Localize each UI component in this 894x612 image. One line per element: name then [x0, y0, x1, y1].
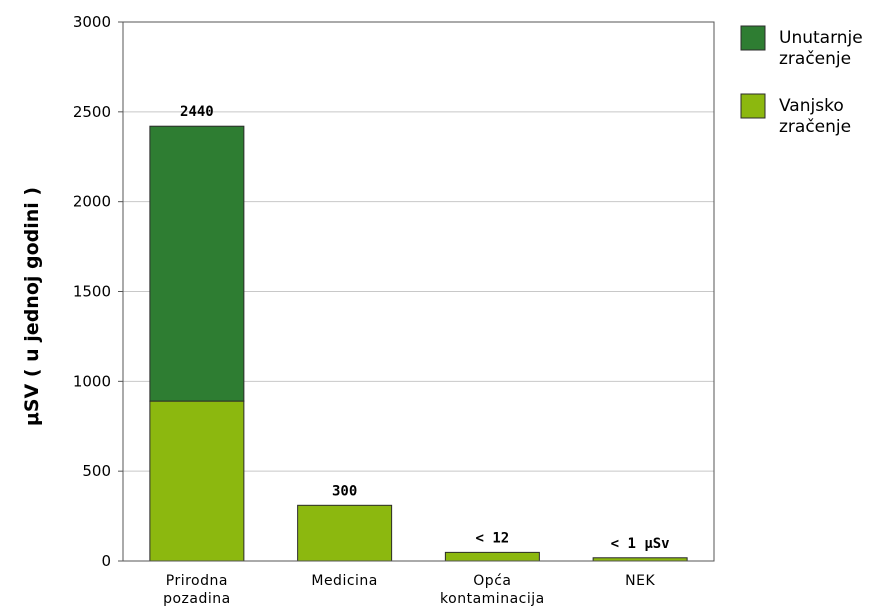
data-label: 2440 — [180, 104, 214, 120]
y-axis-label: μSV ( u jednoj godini ) — [21, 187, 43, 426]
x-tick-label: Medicina — [311, 573, 378, 589]
y-tick-label: 1500 — [73, 283, 111, 301]
legend-label: Vanjsko zračenje — [779, 96, 851, 137]
x-tick-label: NEK — [625, 573, 655, 589]
bar-segment — [444, 551, 540, 562]
legend-label: Unutarnje zračenje — [779, 28, 863, 69]
legend: Unutarnje zračenje Vanjsko zračenje — [740, 25, 863, 137]
x-tick-label: Prirodna pozadina — [163, 573, 231, 607]
legend-swatch — [740, 25, 766, 51]
data-label: 300 — [332, 483, 357, 499]
data-label: < 1 μSv — [611, 536, 670, 552]
y-tick-label: 0 — [101, 552, 111, 570]
y-tick-label: 2500 — [73, 103, 111, 121]
bars — [149, 125, 688, 562]
y-tick-label: 1000 — [73, 372, 111, 390]
legend-swatch — [740, 93, 766, 119]
x-axis-ticks: Prirodna pozadina Medicina Opća kontaminacij… — [163, 573, 655, 607]
y-axis-ticks: 0 500 1000 1500 2000 2500 3000 — [73, 13, 123, 570]
y-tick-label: 2000 — [73, 193, 111, 211]
data-label: < 12 — [476, 530, 510, 546]
bar-segment — [149, 125, 245, 402]
data-labels: 2440 300 < 12 < 1 μSv — [180, 104, 670, 552]
bar-segment — [297, 504, 393, 562]
bar-segment — [149, 400, 245, 562]
y-tick-label: 3000 — [73, 13, 111, 31]
y-tick-label: 500 — [82, 462, 111, 480]
x-tick-label: Opća kontaminacija — [440, 573, 545, 607]
